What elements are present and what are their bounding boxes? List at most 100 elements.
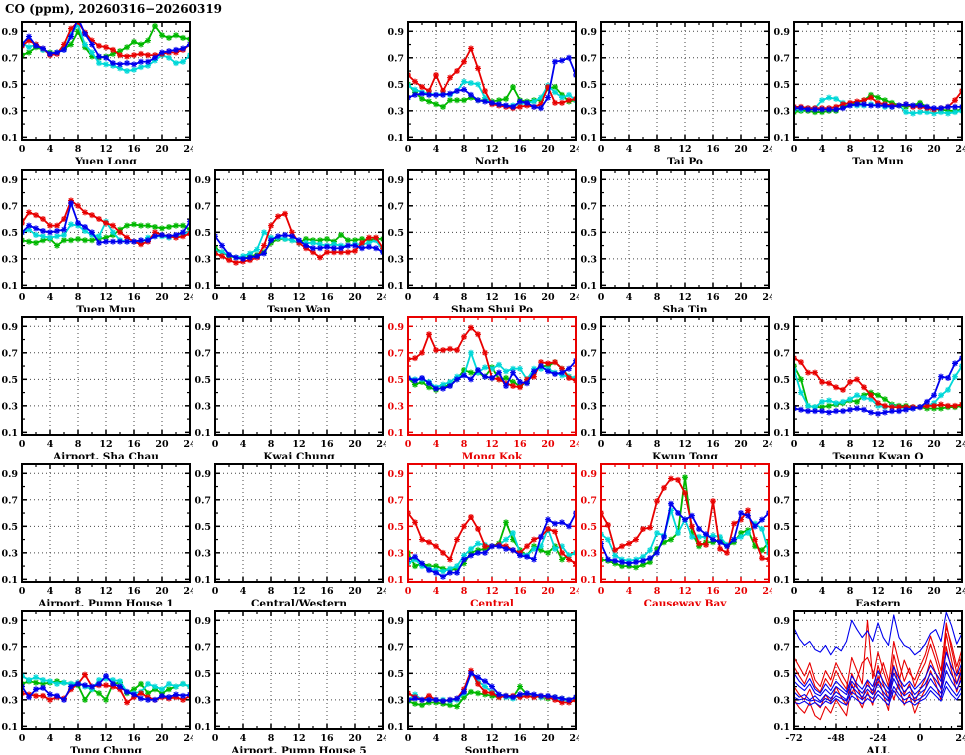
x-tick-label: 20 xyxy=(541,439,555,450)
x-tick-label: 0 xyxy=(405,144,412,155)
x-tick-label: 0 xyxy=(598,439,605,450)
y-tick-label: 0.9 xyxy=(580,322,597,333)
x-tick-label: 16 xyxy=(706,439,720,450)
y-tick-label: 0.5 xyxy=(387,375,404,386)
x-tick-label: 20 xyxy=(348,292,362,303)
y-tick-label: 0.5 xyxy=(387,522,404,533)
chart-eastern: 0.1 0.3 0.5 0.7 0.9 0 4 8 12 16 20 24 Eastern xyxy=(773,463,965,606)
y-tick-label: 0.9 xyxy=(194,616,211,627)
chart-title-all: ALL xyxy=(866,745,891,753)
y-tick-label: 0.1 xyxy=(1,575,18,586)
y-tick-label: 0.3 xyxy=(194,695,211,706)
chart-series-tseung-kwan-o xyxy=(794,355,962,417)
y-tick-label: 0.1 xyxy=(580,428,597,439)
x-tick-label: 0 xyxy=(19,586,26,597)
x-tick-label: 20 xyxy=(155,733,169,744)
x-tick-label: 12 xyxy=(292,292,305,303)
x-tick-label: 24 xyxy=(183,586,193,597)
y-tick-label: 0.3 xyxy=(194,548,211,559)
x-tick-label: 4 xyxy=(433,144,440,155)
y-tick-label: 0.7 xyxy=(387,642,404,653)
x-tick-label: 16 xyxy=(513,292,527,303)
x-tick-label: 0 xyxy=(19,292,26,303)
x-tick-label: 12 xyxy=(871,439,884,450)
x-tick-label: -24 xyxy=(869,733,887,744)
x-tick-label: 20 xyxy=(348,733,362,744)
y-tick-label: 0.9 xyxy=(1,175,18,186)
y-tick-label: 0.1 xyxy=(580,575,597,586)
x-tick-label: 16 xyxy=(513,586,527,597)
chart-title-tung-chung: Tung Chung xyxy=(70,745,142,753)
x-tick-label: 0 xyxy=(791,439,798,450)
y-tick-label: 0.1 xyxy=(194,722,211,733)
x-tick-label: 8 xyxy=(847,439,854,450)
y-tick-label: 0.3 xyxy=(1,254,18,265)
y-tick-label: 0.5 xyxy=(773,375,790,386)
x-tick-label: 24 xyxy=(376,292,386,303)
x-tick-label: 12 xyxy=(292,586,305,597)
y-tick-label: 0.7 xyxy=(580,348,597,359)
x-tick-label: 8 xyxy=(461,439,468,450)
chart-title-airport-sha-chau: Airport. Sha Chau xyxy=(52,451,159,459)
x-tick-label: 12 xyxy=(485,439,498,450)
chart-series-tung-chung xyxy=(22,671,190,706)
chart-central: 0.1 0.3 0.5 0.7 0.9 0 4 8 12 16 20 24 Central xyxy=(387,463,579,606)
y-tick-label: 0.7 xyxy=(773,348,790,359)
x-tick-label: 4 xyxy=(240,733,247,744)
x-tick-label: 8 xyxy=(461,586,468,597)
chart-title-airport-pump-house-1: Airport. Pump House 1 xyxy=(37,598,173,606)
x-tick-label: 12 xyxy=(292,439,305,450)
x-tick-label: 20 xyxy=(155,439,169,450)
y-tick-label: 0.9 xyxy=(773,616,790,627)
y-tick-label: 0.5 xyxy=(580,80,597,91)
x-tick-label: 12 xyxy=(485,586,498,597)
y-tick-label: 0.3 xyxy=(580,106,597,117)
chart-title-north: North xyxy=(475,156,510,164)
x-tick-label: 0 xyxy=(791,586,798,597)
y-tick-label: 0.3 xyxy=(1,106,18,117)
chart-series-yuen-long xyxy=(22,22,190,75)
chart-airport-pump-house-5: 0.1 0.3 0.5 0.7 0.9 0 4 8 12 16 20 24 Airport. Pump … xyxy=(194,610,386,753)
x-tick-label: 16 xyxy=(513,144,527,155)
x-tick-label: 4 xyxy=(626,292,633,303)
x-tick-label: 24 xyxy=(955,439,965,450)
x-tick-label: 8 xyxy=(75,733,82,744)
y-tick-label: 0.3 xyxy=(387,695,404,706)
y-tick-label: 0.7 xyxy=(773,642,790,653)
x-tick-label: 16 xyxy=(899,586,913,597)
y-tick-label: 0.7 xyxy=(1,53,18,64)
chart-tuen-mun: 0.1 0.3 0.5 0.7 0.9 0 4 8 12 16 20 24 Tuen Mun xyxy=(1,169,193,312)
x-tick-label: 20 xyxy=(927,439,941,450)
y-tick-label: 0.7 xyxy=(194,495,211,506)
x-tick-label: 24 xyxy=(183,292,193,303)
x-tick-label: 4 xyxy=(47,439,54,450)
x-tick-label: 0 xyxy=(19,144,26,155)
x-tick-label: 24 xyxy=(376,586,386,597)
x-tick-label: 0 xyxy=(19,439,26,450)
x-tick-label: 16 xyxy=(899,144,913,155)
chart-central-western: 0.1 0.3 0.5 0.7 0.9 0 4 8 12 16 20 24 Central/Wester… xyxy=(194,463,386,606)
y-tick-label: 0.1 xyxy=(1,281,18,292)
x-tick-label: 20 xyxy=(155,586,169,597)
y-tick-label: 0.3 xyxy=(194,401,211,412)
y-tick-label: 0.5 xyxy=(773,80,790,91)
chart-title-central-western: Central/Western xyxy=(251,598,347,606)
chart-tai-po: 0.1 0.3 0.5 0.7 0.9 0 4 8 12 16 20 24 Tai Po xyxy=(580,21,772,164)
y-tick-label: 0.7 xyxy=(194,348,211,359)
x-tick-label: 16 xyxy=(320,586,334,597)
y-tick-label: 0.7 xyxy=(194,642,211,653)
x-tick-label: 20 xyxy=(155,292,169,303)
x-tick-label: 20 xyxy=(541,292,555,303)
x-tick-label: 0 xyxy=(405,439,412,450)
chart-title-airport-pump-house-5: Airport. Pump House 5 xyxy=(230,745,366,753)
x-tick-label: 24 xyxy=(376,439,386,450)
x-tick-label: 4 xyxy=(240,586,247,597)
x-tick-label: 8 xyxy=(654,144,661,155)
y-tick-label: 0.5 xyxy=(194,228,211,239)
y-tick-label: 0.9 xyxy=(1,322,18,333)
y-tick-label: 0.1 xyxy=(194,281,211,292)
x-tick-label: 12 xyxy=(99,733,112,744)
x-tick-label: 4 xyxy=(433,292,440,303)
y-tick-label: 0.9 xyxy=(387,616,404,627)
x-tick-label: 20 xyxy=(734,292,748,303)
